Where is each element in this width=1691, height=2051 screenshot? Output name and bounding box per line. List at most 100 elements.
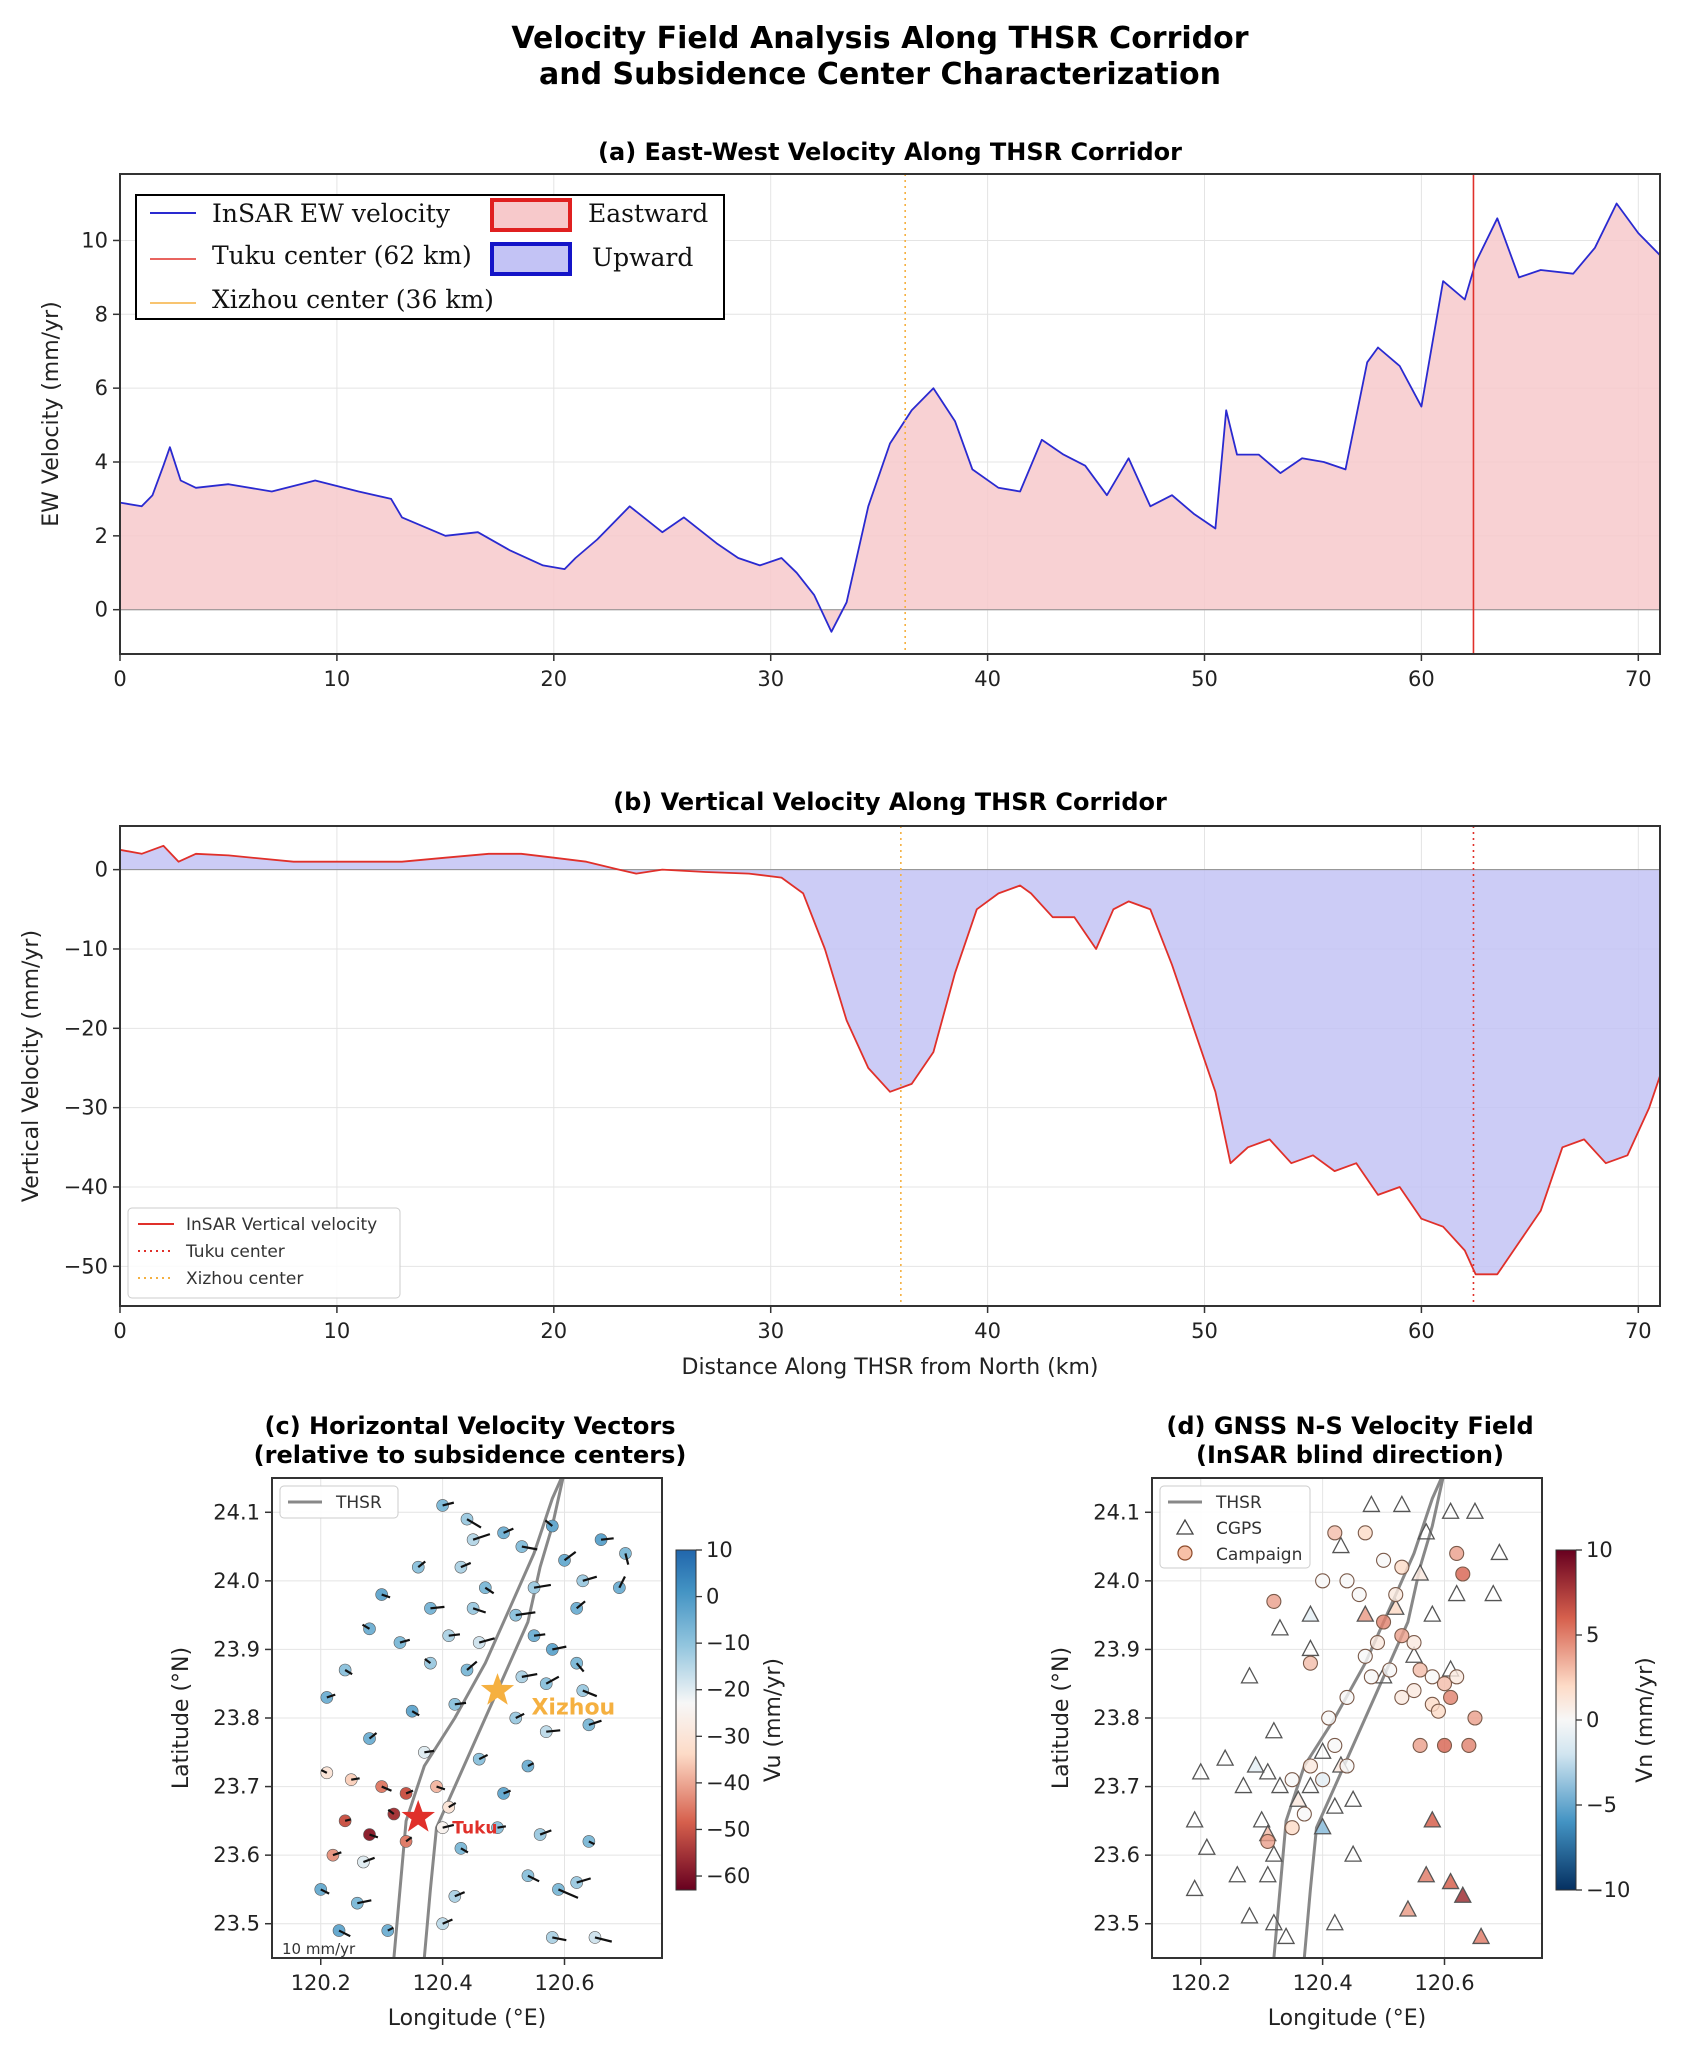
xizhou-center-label: Xizhou (531, 1696, 615, 1721)
legend-tuku-label: Tuku center (62 km) (212, 241, 472, 270)
velocity-vector-arrow (521, 1672, 538, 1678)
c-xtick-label: 120.2 (291, 1971, 351, 1995)
d-xtick-label: 120.6 (1414, 1971, 1474, 1995)
campaign-station-marker (1406, 1635, 1422, 1651)
panel-d: (d) GNSS N-S Velocity Field (InSAR blind… (1049, 1412, 1658, 2031)
campaign-station-marker (1394, 1559, 1410, 1575)
panel-d-legend-campaign-label: Campaign (1216, 1545, 1302, 1565)
panel-c-subtitle: (relative to subsidence centers) (254, 1441, 687, 1469)
campaign-station-marker (1363, 1669, 1379, 1685)
velocity-vector-arrow (618, 1576, 626, 1589)
cgps-station-marker (1276, 1927, 1296, 1945)
panel-b-frame (119, 825, 1661, 1307)
velocity-vector-arrow (521, 1545, 538, 1551)
campaign-station-marker (1412, 1737, 1428, 1753)
campaign-station-marker (1315, 1573, 1331, 1589)
panel-c-colorbar (675, 1549, 697, 1891)
velocity-vector-arrow (515, 1712, 525, 1719)
campaign-station-marker (1327, 1737, 1343, 1753)
c-ytick-label: 23.7 (213, 1775, 260, 1799)
velocity-vector-arrow (442, 1918, 453, 1925)
velocity-vector-arrow (424, 1658, 432, 1665)
a-ytick-label: 10 (81, 228, 108, 252)
velocity-vector-arrow (357, 1899, 372, 1905)
legend-xizhou-center-label: Xizhou center (186, 1269, 303, 1289)
cgps-station-marker (1301, 1776, 1320, 1794)
panel-b-vertical-velocity-line (120, 844, 1660, 1276)
cgps-station-marker (1404, 1645, 1424, 1663)
velocity-vector-arrow (582, 1689, 598, 1698)
a-ytick-label: 4 (95, 450, 108, 474)
panel-a-eastward-fill (120, 203, 1660, 632)
velocity-vector-arrow (448, 1633, 461, 1637)
cgps-station-marker (1362, 1495, 1381, 1513)
cgps-station-marker (1423, 1604, 1442, 1622)
b-xtick-label: 40 (974, 1319, 1001, 1343)
b-xtick-label: 50 (1191, 1319, 1218, 1343)
cgps-station-marker (1453, 1885, 1472, 1903)
legend-upward-label: Upward (592, 243, 693, 272)
velocity-vector-arrow (320, 1769, 328, 1774)
velocity-vector-arrow (351, 1777, 360, 1781)
colorbar-tick-label: −20 (706, 1678, 750, 1702)
campaign-station-marker (1339, 1573, 1355, 1589)
legend-upward-swatch (490, 242, 572, 276)
velocity-vector-arrow (503, 1789, 511, 1795)
a-ytick-label: 2 (95, 524, 108, 548)
velocity-vector-arrow (539, 1829, 552, 1836)
cgps-station-marker (1447, 1584, 1466, 1602)
campaign-station-marker (1315, 1772, 1331, 1788)
panel-d-x-ticks: 120.2 120.4 120.6 (1171, 1958, 1475, 1995)
cgps-station-marker (1490, 1543, 1509, 1561)
velocity-vector-arrow (594, 1936, 613, 1943)
campaign-station-marker (1455, 1566, 1471, 1582)
b-xtick-label: 0 (113, 1319, 126, 1343)
velocity-vector-arrow (557, 1888, 579, 1899)
colorbar-tick-label: 0 (706, 1585, 719, 1609)
colorbar-tick-label: −5 (1586, 1793, 1617, 1817)
panel-a-y-ticks: 0 2 4 6 8 10 (81, 228, 120, 622)
cgps-station-marker (1264, 1844, 1283, 1862)
campaign-station-marker (1357, 1648, 1373, 1664)
cgps-station-marker (1228, 1865, 1247, 1883)
c-ytick-label: 23.9 (213, 1637, 260, 1661)
cgps-station-marker (1240, 1906, 1259, 1924)
velocity-vector-arrow (405, 1836, 413, 1843)
velocity-vector-arrow (466, 1518, 482, 1529)
cgps-station-marker (1234, 1776, 1253, 1794)
cgps-station-marker (1301, 1604, 1320, 1622)
campaign-station-marker (1321, 1710, 1337, 1726)
colorbar-tick-label: 0 (1586, 1708, 1599, 1732)
a-ytick-label: 0 (95, 598, 108, 622)
colorbar-tick-label: −10 (1586, 1878, 1630, 1902)
panel-c-stations (314, 1499, 632, 1944)
panel-c-legend: THSR (279, 1485, 399, 1519)
cgps-station-marker (1301, 1639, 1320, 1657)
panel-c-y-ticks: 23.5 23.6 23.7 23.8 23.9 24.0 24.1 (213, 1500, 272, 1936)
a-xtick-label: 50 (1191, 667, 1218, 691)
panel-c-legend-thsr-label: THSR (335, 1493, 382, 1513)
panel-a-x-ticks: 0 10 20 30 40 50 60 70 (113, 654, 1652, 691)
a-xtick-label: 70 (1625, 667, 1652, 691)
campaign-station-marker (1284, 1820, 1300, 1836)
b-ytick-label: −10 (64, 937, 108, 961)
campaign-station-marker (1339, 1689, 1355, 1705)
cgps-station-marker (1264, 1913, 1283, 1931)
campaign-station-marker (1394, 1628, 1410, 1644)
velocity-vector-arrow (460, 1847, 469, 1854)
cgps-station-marker (1325, 1796, 1344, 1814)
velocity-vector-arrow (466, 1660, 478, 1671)
figure-title-line-2: and Subsidence Center Characterization (539, 57, 1221, 92)
cgps-station-marker (1191, 1762, 1210, 1780)
cgps-station-marker (1313, 1817, 1332, 1835)
c-ytick-label: 23.5 (213, 1912, 260, 1936)
panel-b-y-ticks: 0 −10 −20 −30 −40 −50 (64, 858, 120, 1278)
b-xtick-label: 10 (324, 1319, 351, 1343)
b-ytick-label: −40 (64, 1175, 108, 1199)
c-xtick-label: 120.6 (534, 1971, 594, 1995)
velocity-vector-arrow (472, 1607, 487, 1614)
panel-b-y-label: Vertical Velocity (mm/yr) (19, 930, 44, 1202)
b-xtick-label: 60 (1408, 1319, 1435, 1343)
velocity-vector-arrow (478, 1753, 489, 1761)
velocity-vector-arrow (546, 1729, 561, 1733)
